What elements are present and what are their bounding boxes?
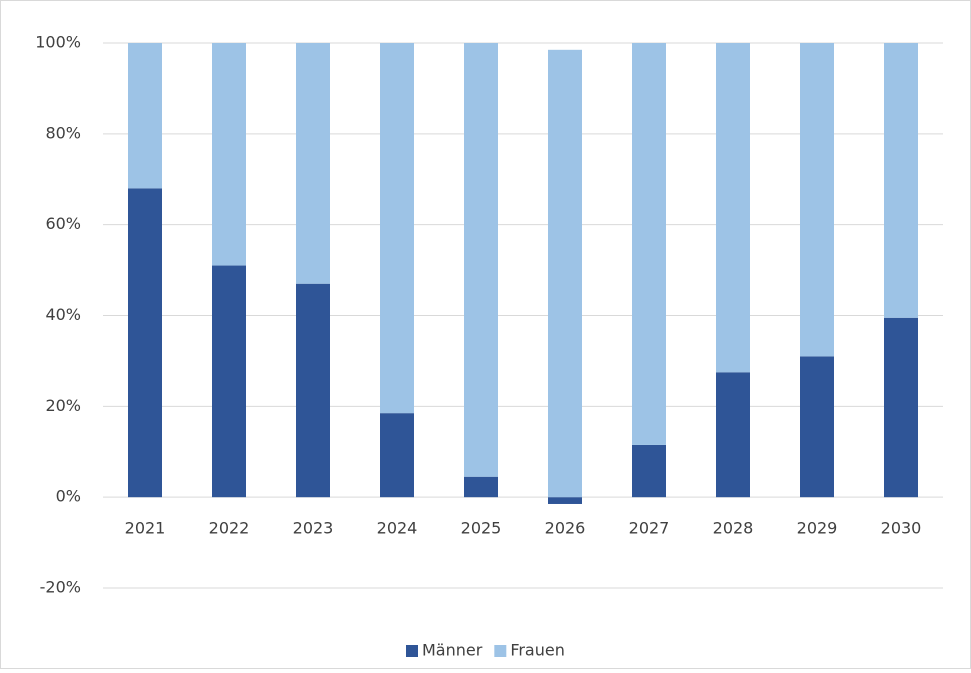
bar-segment — [632, 43, 666, 445]
bar-segment — [464, 43, 498, 477]
y-tick-label: 40% — [45, 305, 81, 324]
bar-segment — [716, 372, 750, 498]
legend-label: Frauen — [510, 641, 565, 660]
bar-segment — [464, 476, 498, 498]
legend-swatch — [406, 645, 418, 657]
bar-segment — [212, 43, 246, 266]
bar-segment — [128, 43, 162, 189]
bar-segment — [380, 43, 414, 414]
bar-segment — [884, 317, 918, 498]
x-tick-label: 2023 — [293, 519, 334, 538]
bar-segment — [884, 43, 918, 318]
legend-swatch — [494, 645, 507, 657]
x-tick-label: 2028 — [713, 519, 754, 538]
x-tick-label: 2024 — [377, 519, 418, 538]
y-tick-label: 80% — [45, 123, 81, 142]
y-tick-label: 0% — [56, 487, 81, 506]
legend-label: Männer — [422, 641, 483, 660]
bar-segment — [296, 283, 330, 498]
bar-segment — [548, 49, 582, 498]
x-tick-label: 2026 — [545, 519, 586, 538]
x-tick-label: 2027 — [629, 519, 670, 538]
x-tick-label: 2022 — [209, 519, 250, 538]
y-tick-label: 60% — [45, 214, 81, 233]
bar-segment — [632, 444, 666, 498]
x-tick-label: 2021 — [125, 519, 166, 538]
y-tick-label: 100% — [35, 33, 81, 52]
bar-segment — [548, 497, 582, 504]
bar-segment — [800, 43, 834, 357]
bar-segment — [800, 356, 834, 498]
x-tick-label: 2025 — [461, 519, 502, 538]
bar-segment — [128, 188, 162, 498]
x-tick-label: 2030 — [881, 519, 922, 538]
bar-segment — [296, 43, 330, 284]
bar-segment — [380, 413, 414, 498]
x-tick-label: 2029 — [797, 519, 838, 538]
y-tick-label: -20% — [40, 578, 81, 597]
bar-segment — [212, 265, 246, 498]
y-tick-label: 20% — [45, 396, 81, 415]
bar-segment — [716, 43, 750, 373]
